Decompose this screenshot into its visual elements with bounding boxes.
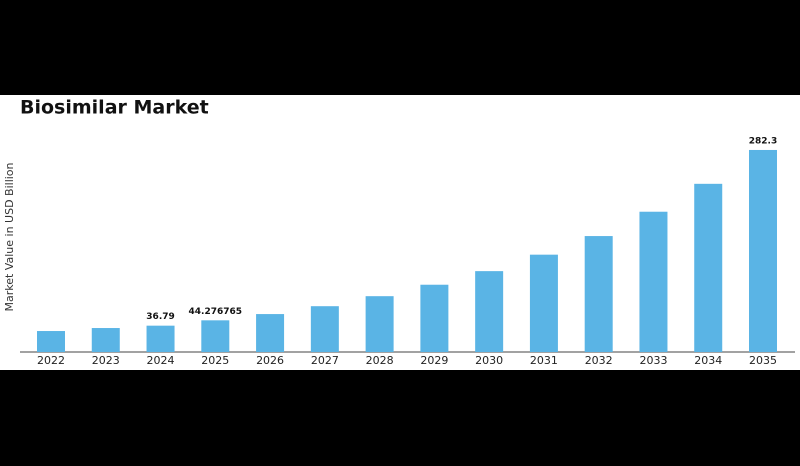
x-tick-label: 2035 bbox=[749, 354, 777, 367]
y-axis-label: Market Value in USD Billion bbox=[3, 162, 16, 311]
bar bbox=[694, 183, 723, 352]
x-tick-label: 2022 bbox=[37, 354, 65, 367]
x-tick-label: 2031 bbox=[530, 354, 558, 367]
data-label: 282.3 bbox=[749, 136, 777, 146]
x-tick-label: 2026 bbox=[256, 354, 284, 367]
bar bbox=[529, 254, 558, 352]
bar bbox=[256, 314, 285, 352]
x-tick-label: 2032 bbox=[585, 354, 613, 367]
bar bbox=[201, 320, 230, 352]
chart-title: Biosimilar Market bbox=[20, 97, 209, 119]
chart-background bbox=[0, 95, 800, 370]
bar bbox=[37, 331, 65, 352]
bar bbox=[146, 325, 175, 352]
x-tick-label: 2023 bbox=[92, 354, 120, 367]
bar bbox=[639, 211, 668, 352]
x-tick-label: 2034 bbox=[694, 354, 722, 367]
data-label: 36.79 bbox=[146, 312, 174, 322]
bar bbox=[584, 236, 613, 352]
x-tick-label: 2030 bbox=[475, 354, 503, 367]
x-tick-label: 2027 bbox=[311, 354, 339, 367]
bar bbox=[310, 306, 339, 352]
bar bbox=[91, 328, 120, 352]
bar bbox=[420, 284, 449, 352]
x-tick-label: 2024 bbox=[147, 354, 175, 367]
data-label: 44.276765 bbox=[189, 307, 243, 317]
x-tick-label: 2028 bbox=[366, 354, 394, 367]
x-tick-label: 2029 bbox=[420, 354, 448, 367]
bar bbox=[365, 296, 394, 352]
bar bbox=[475, 271, 504, 352]
x-tick-label: 2033 bbox=[639, 354, 667, 367]
x-tick-label: 2025 bbox=[201, 354, 229, 367]
bar bbox=[749, 149, 777, 352]
